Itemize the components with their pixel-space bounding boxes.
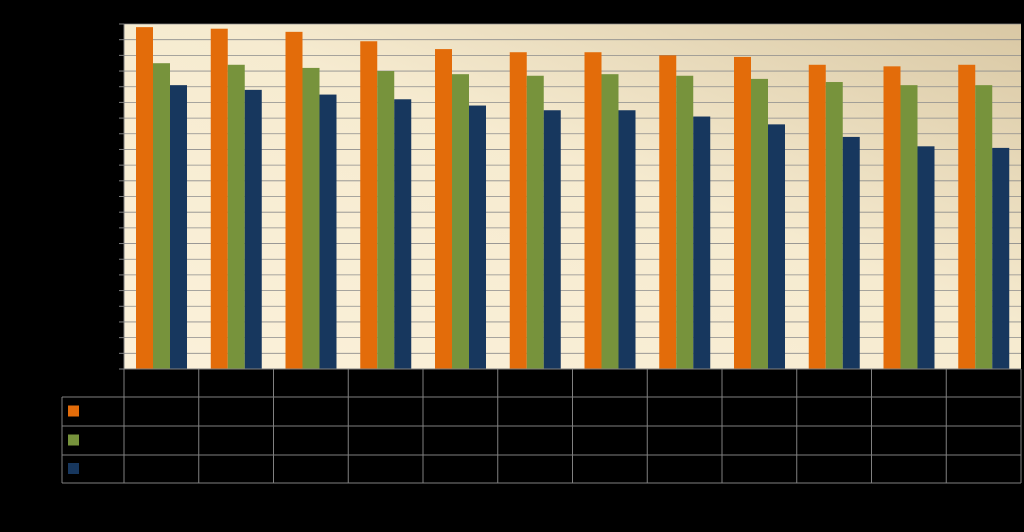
bar-series-2-cat-4	[377, 71, 395, 369]
legend-swatch-series-3	[68, 463, 79, 474]
bar-series-1-cat-6	[509, 52, 527, 370]
bar-series-3-cat-9	[768, 124, 785, 369]
bar-series-3-cat-11	[917, 146, 935, 369]
bar-series-1-cat-5	[435, 49, 452, 369]
bar-series-3-cat-10	[842, 136, 860, 369]
bar-series-2-cat-5	[452, 74, 469, 369]
bar-series-1-cat-1	[136, 27, 153, 370]
bar-series-2-cat-12	[975, 85, 993, 369]
bar-series-3-cat-5	[469, 105, 486, 369]
bar-series-2-cat-9	[751, 78, 768, 370]
bar-series-1-cat-4	[360, 41, 378, 369]
bar-series-2-cat-3	[302, 67, 320, 369]
bar-series-2-cat-6	[526, 75, 544, 369]
bar-series-3-cat-8	[693, 116, 711, 369]
bar-series-3-cat-3	[319, 94, 337, 370]
bar-series-2-cat-1	[153, 63, 170, 370]
bar-series-1-cat-12	[958, 64, 976, 369]
bar-series-2-cat-2	[227, 64, 245, 369]
bar-series-1-cat-10	[808, 64, 826, 369]
bar-series-3-cat-7	[618, 110, 636, 369]
bar-series-1-cat-2	[210, 28, 228, 369]
bar-series-1-cat-11	[883, 66, 901, 369]
legend-swatch-series-1	[68, 405, 79, 417]
gridlines	[124, 23, 1021, 354]
bar-series-3-cat-6	[543, 110, 561, 369]
bar-series-1-cat-3	[285, 31, 303, 369]
bar-series-2-cat-11	[900, 85, 918, 369]
bar-series-3-cat-12	[992, 147, 1010, 369]
y-axis	[119, 23, 125, 370]
legend-swatch-series-2	[68, 434, 79, 446]
bar-series-3-cat-4	[394, 99, 412, 369]
bar-series-1-cat-7	[584, 52, 602, 370]
bar-series-3-cat-2	[244, 89, 262, 369]
bar-series-2-cat-10	[825, 82, 843, 369]
bar-series-2-cat-7	[601, 74, 619, 369]
data-table	[61, 368, 1022, 484]
bar-series-2-cat-8	[676, 75, 694, 369]
bars	[136, 27, 1010, 370]
bar-series-1-cat-8	[659, 55, 677, 369]
bar-series-1-cat-9	[734, 56, 751, 369]
bar-series-3-cat-1	[170, 85, 187, 369]
